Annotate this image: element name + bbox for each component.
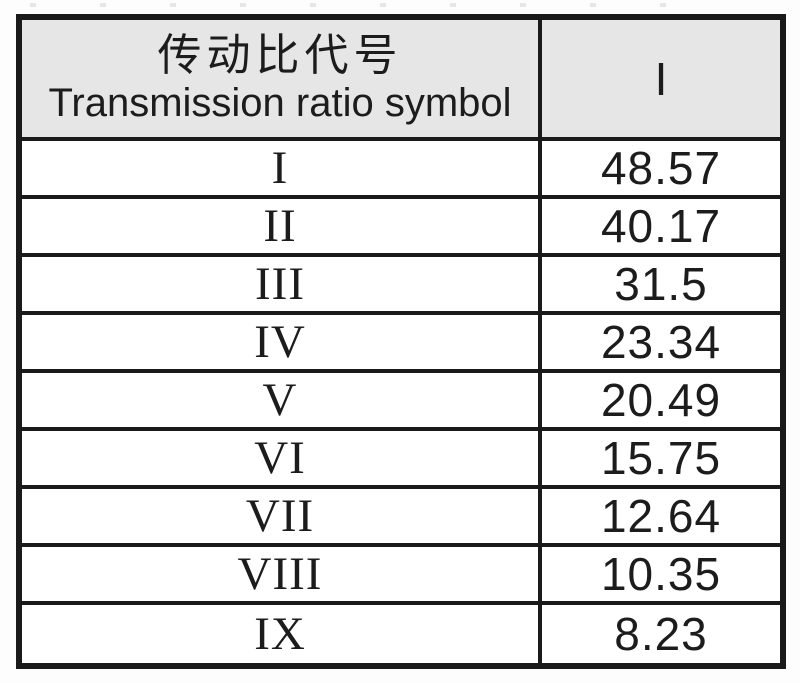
table-row-value: 15.75 bbox=[542, 431, 780, 489]
row-symbol: I bbox=[271, 142, 289, 194]
row-symbol: V bbox=[262, 374, 298, 426]
row-symbol: III bbox=[255, 258, 305, 310]
table-row-symbol: IV bbox=[22, 315, 542, 373]
transmission-ratio-table: 传动比代号 Transmission ratio symbol I I 48.5… bbox=[16, 14, 786, 669]
row-value: 20.49 bbox=[600, 374, 722, 426]
row-value: 15.75 bbox=[600, 432, 722, 484]
row-symbol: VIII bbox=[237, 548, 323, 600]
header-title-chinese: 传动比代号 bbox=[157, 30, 403, 82]
table-row-value: 10.35 bbox=[542, 547, 780, 605]
table-row-symbol: VIII bbox=[22, 547, 542, 605]
row-value: 40.17 bbox=[600, 200, 722, 252]
scan-artifact bbox=[30, 3, 730, 7]
header-title-stack: 传动比代号 Transmission ratio symbol bbox=[48, 31, 511, 125]
header-cell-ratio: I bbox=[542, 20, 780, 141]
row-symbol: IV bbox=[254, 316, 306, 368]
row-symbol: IX bbox=[254, 608, 306, 660]
table-row-value: 12.64 bbox=[542, 489, 780, 547]
table-row-symbol: VII bbox=[22, 489, 542, 547]
table-row-value: 48.57 bbox=[542, 141, 780, 199]
table-row-symbol: III bbox=[22, 257, 542, 315]
row-value: 8.23 bbox=[614, 608, 708, 660]
table-row-symbol: V bbox=[22, 373, 542, 431]
table-row-symbol: IX bbox=[22, 605, 542, 663]
row-symbol: II bbox=[263, 200, 297, 252]
table-row-value: 23.34 bbox=[542, 315, 780, 373]
table-row-value: 40.17 bbox=[542, 199, 780, 257]
row-symbol: VI bbox=[254, 432, 306, 484]
header-cell-symbol: 传动比代号 Transmission ratio symbol bbox=[22, 20, 542, 141]
row-value: 23.34 bbox=[600, 316, 722, 368]
header-title-english: Transmission ratio symbol bbox=[48, 80, 512, 125]
row-value: 31.5 bbox=[614, 258, 708, 310]
table-row-symbol: VI bbox=[22, 431, 542, 489]
header-ratio-label: I bbox=[654, 52, 668, 105]
table-row-value: 8.23 bbox=[542, 605, 780, 663]
table-row-symbol: I bbox=[22, 141, 542, 199]
row-value: 12.64 bbox=[600, 490, 722, 542]
table-row-symbol: II bbox=[22, 199, 542, 257]
row-value: 10.35 bbox=[600, 548, 722, 600]
table-row-value: 20.49 bbox=[542, 373, 780, 431]
row-value: 48.57 bbox=[600, 142, 722, 194]
table-row-value: 31.5 bbox=[542, 257, 780, 315]
row-symbol: VII bbox=[245, 490, 315, 542]
